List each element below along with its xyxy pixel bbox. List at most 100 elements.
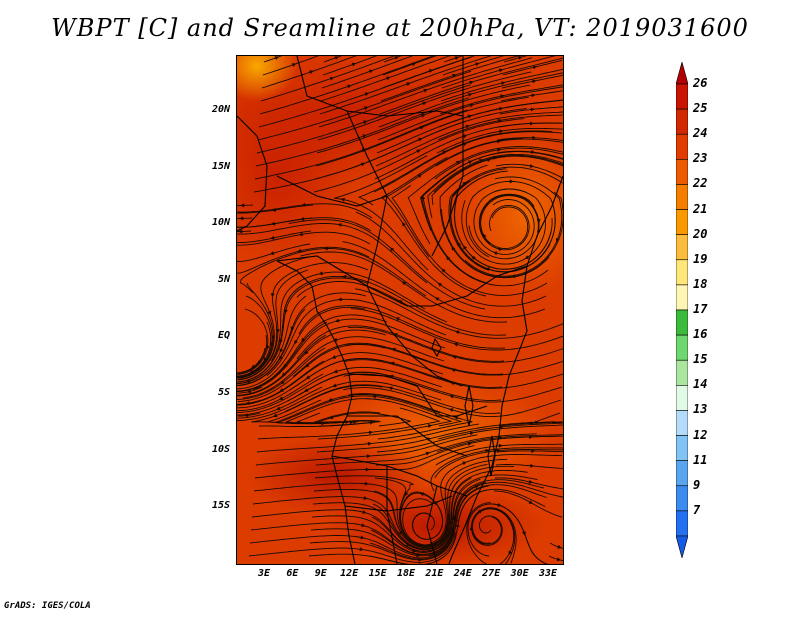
streamline-arrow	[493, 155, 498, 160]
colorbar-swatch	[676, 460, 688, 487]
latitude-label: 5N	[217, 273, 230, 285]
streamline-arrow	[493, 251, 498, 256]
streamline	[496, 450, 563, 453]
colorbar-label: 7	[693, 502, 701, 517]
colorbar-swatch	[676, 284, 688, 311]
streamline-arrow	[555, 237, 560, 243]
colorbar-swatch	[676, 259, 688, 286]
longitude-label: 15E	[368, 568, 387, 579]
streamline-arrow	[369, 420, 374, 425]
streamline	[435, 443, 563, 466]
streamline-arrow	[301, 337, 306, 342]
colorbar-swatch	[676, 83, 688, 110]
streamline-arrow	[249, 369, 254, 374]
streamline-arrow	[530, 107, 535, 112]
streamline-arrow	[468, 160, 473, 165]
streamline	[380, 56, 519, 102]
streamline-arrow	[362, 510, 367, 514]
streamline-arrow	[269, 251, 275, 255]
streamline-arrow	[389, 374, 394, 379]
streamline-arrow	[345, 420, 350, 424]
streamline-arrow	[300, 217, 305, 221]
country-border	[431, 337, 442, 358]
streamline-arrow	[453, 342, 458, 347]
streamline	[548, 555, 563, 562]
streamline-arrow	[251, 364, 256, 369]
streamline-arrow	[271, 335, 276, 340]
country-border	[431, 56, 464, 257]
streamline-arrow	[427, 424, 433, 428]
streamline-arrow	[486, 158, 492, 163]
streamline-arrow	[294, 339, 298, 345]
streamline-arrow	[270, 235, 275, 240]
streamline	[376, 99, 563, 154]
streamline-arrow	[411, 62, 417, 67]
colorbar-label: 11	[693, 452, 708, 467]
streamline-arrow	[276, 406, 281, 411]
streamline-arrow	[509, 179, 514, 184]
streamline	[260, 56, 395, 102]
streamline-arrow	[271, 207, 276, 212]
streamline-arrow	[454, 517, 459, 522]
streamline-arrow	[269, 342, 274, 347]
streamline-arrow	[393, 333, 398, 337]
streamline-arrow	[437, 282, 443, 287]
latitude-label: 20N	[211, 104, 230, 115]
streamline	[237, 412, 261, 417]
longitude-label: 6E	[286, 568, 299, 579]
streamline-arrow	[353, 419, 358, 424]
streamline	[237, 347, 326, 400]
streamline-arrow	[536, 219, 541, 224]
streamline-arrow	[532, 135, 537, 140]
longitude-label: 33E	[538, 568, 558, 579]
streamline-arrow	[474, 485, 480, 489]
streamline-arrow	[275, 329, 280, 334]
country-border	[348, 373, 488, 417]
streamline-arrow	[366, 454, 371, 459]
streamline-arrow	[452, 73, 457, 78]
streamline-arrow	[337, 297, 342, 302]
streamline-arrow	[305, 375, 311, 380]
streamline-arrow	[445, 528, 449, 533]
streamline-arrow	[394, 56, 399, 60]
streamline-arrow	[425, 451, 431, 456]
streamline-arrow	[363, 106, 369, 111]
streamline-arrow	[304, 350, 309, 355]
colorbar-swatch	[676, 334, 688, 361]
colorbar-swatch	[676, 359, 688, 386]
streamline-arrow	[497, 247, 502, 252]
streamline-arrow	[528, 479, 533, 484]
streamline-arrow	[365, 467, 370, 472]
streamline-arrow	[531, 93, 536, 98]
streamline-arrow	[529, 121, 534, 126]
streamline-arrow	[423, 88, 428, 93]
streamline-arrow	[469, 80, 474, 85]
streamline-arrow	[246, 389, 252, 394]
streamline-arrow	[305, 363, 310, 368]
streamline-arrow	[500, 94, 505, 99]
streamline	[442, 56, 505, 76]
streamline-arrow	[530, 463, 535, 468]
streamline-arrow	[421, 195, 426, 200]
streamline-arrow	[524, 255, 530, 259]
country-border	[487, 435, 496, 477]
colorbar-swatch	[676, 435, 688, 461]
streamline-arrow	[416, 553, 421, 558]
streamline-arrow	[323, 246, 328, 251]
colorbar-label: 12	[693, 427, 708, 442]
streamline-arrow	[450, 516, 455, 521]
streamline-arrow	[361, 148, 367, 153]
longitude-label: 30E	[510, 568, 529, 579]
streamline-arrow	[498, 443, 503, 448]
streamline	[237, 269, 309, 381]
streamline	[448, 166, 563, 271]
streamline	[407, 146, 563, 245]
longitude-label: 9E	[314, 568, 327, 579]
streamline-arrow	[239, 216, 244, 221]
streamline-arrow	[455, 330, 460, 335]
streamline-arrow	[290, 326, 295, 331]
streamline	[262, 56, 319, 76]
streamline-arrow	[279, 348, 284, 353]
streamline-arrow	[263, 357, 268, 362]
colorbar-swatch	[676, 535, 688, 558]
